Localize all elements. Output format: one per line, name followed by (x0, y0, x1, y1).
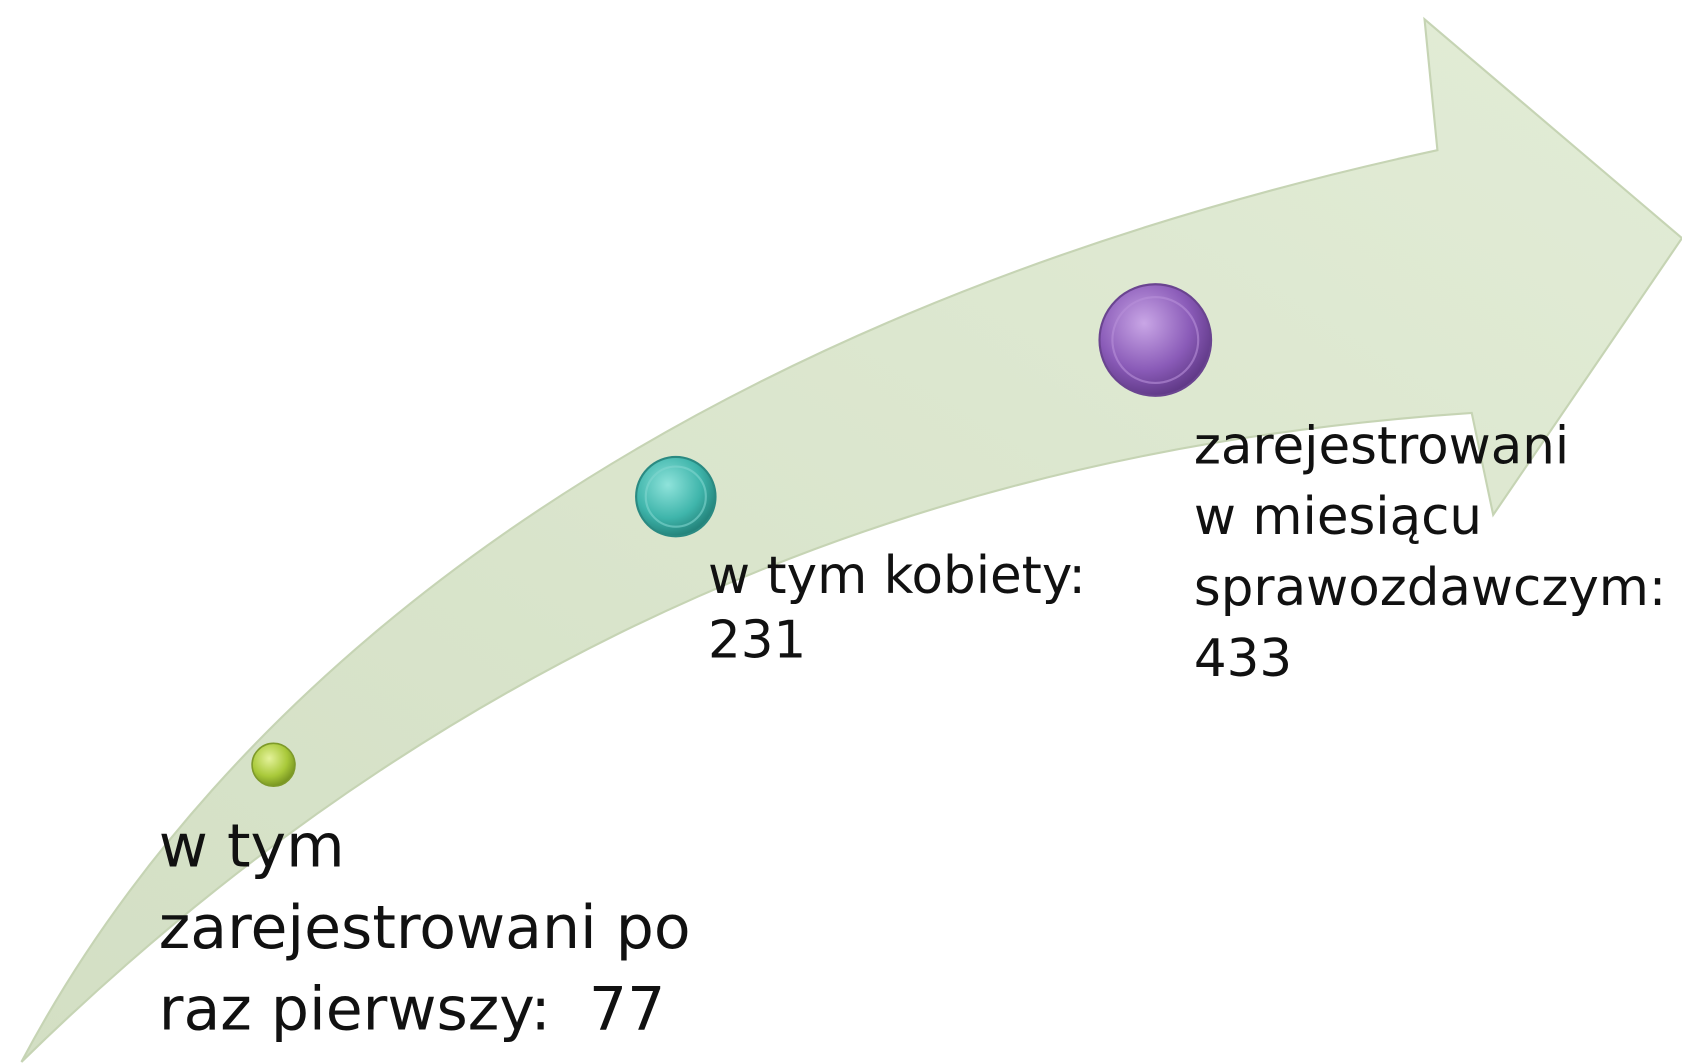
node-label: 231 (708, 611, 806, 671)
node-label: zarejestrowani (1194, 416, 1569, 476)
node-dot (251, 742, 296, 788)
node-highlight (644, 465, 707, 528)
node-label: w tym kobiety: (708, 546, 1086, 606)
node-label: sprawozdawczym: (1194, 558, 1666, 618)
node-label: 433 (1194, 629, 1292, 689)
node-dot (635, 455, 717, 538)
node-highlight (1111, 296, 1200, 385)
node-label: zarejestrowani po (159, 893, 691, 963)
arrow (20, 16, 1682, 1063)
node-label: w tym (159, 812, 345, 882)
node-label: raz pierwszy: 77 (159, 975, 666, 1045)
node-dot (1098, 283, 1213, 397)
node-label: w miesiącu (1194, 487, 1482, 547)
